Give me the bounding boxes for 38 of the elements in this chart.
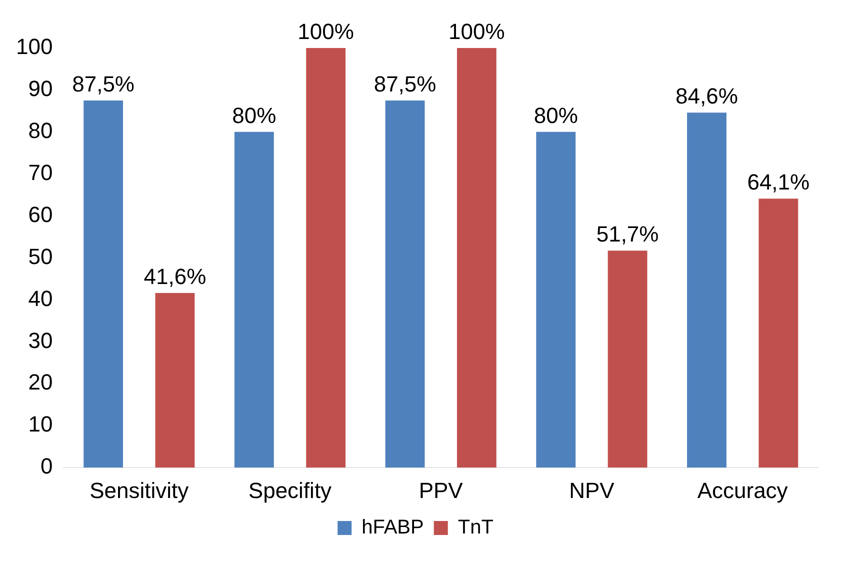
x-tick-label: Sensitivity — [90, 478, 189, 503]
data-label: 87,5% — [72, 72, 134, 97]
y-tick-label: 70 — [28, 160, 53, 185]
bar — [608, 250, 648, 468]
bar — [456, 48, 496, 468]
bar — [84, 100, 124, 468]
data-label: 51,7% — [596, 222, 659, 247]
y-tick-label: 10 — [28, 412, 53, 437]
data-label: 80% — [534, 102, 578, 128]
data-label: 41,6% — [144, 264, 206, 290]
bar — [687, 112, 726, 468]
data-label: 80% — [232, 102, 276, 128]
y-tick-label: 60 — [28, 202, 53, 227]
bar — [536, 132, 576, 468]
y-tick-label: 30 — [28, 328, 53, 353]
legend-label: hFABP — [362, 516, 424, 539]
y-tick-label: 100 — [16, 34, 53, 60]
data-label: 100% — [298, 19, 354, 44]
y-tick-label: 90 — [28, 76, 53, 102]
data-label: 100% — [448, 19, 505, 44]
data-label: 87,5% — [374, 72, 436, 97]
legend-label: TnT — [458, 516, 494, 539]
y-tick-label: 80 — [28, 118, 53, 143]
x-tick-label: Specifity — [248, 478, 332, 503]
data-label: 84,6% — [676, 84, 738, 109]
y-tick-label: 50 — [28, 244, 53, 269]
x-tick-label: Accuracy — [697, 478, 788, 503]
bar — [758, 198, 798, 468]
y-tick-label: 20 — [28, 370, 53, 395]
y-tick-label: 40 — [28, 286, 53, 311]
bar — [306, 48, 346, 468]
x-tick-label: PPV — [418, 478, 464, 503]
x-tick-label: NPV — [569, 478, 615, 503]
bar — [155, 293, 195, 468]
y-tick-label: 0 — [40, 454, 53, 479]
bar — [385, 100, 425, 468]
bar — [234, 132, 274, 468]
data-label: 64,1% — [747, 170, 810, 195]
